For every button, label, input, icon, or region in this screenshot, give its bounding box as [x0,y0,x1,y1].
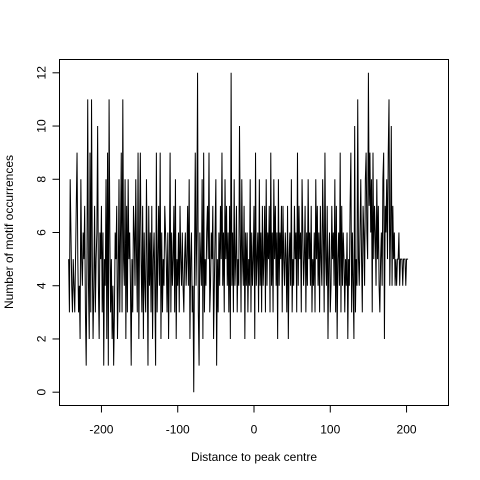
x-tick-label: -100 [166,423,190,437]
series-group [68,72,409,393]
y-axis-label: Number of motif occurrences [2,155,16,309]
y-tick-label: 4 [35,282,49,289]
series-line [68,72,409,393]
y-tick-label: 8 [35,176,49,183]
y-tick-label: 6 [35,229,49,236]
y-axis: 0 2 4 6 8 10 12 [35,66,60,396]
x-tick-label: -200 [89,423,113,437]
y-tick-label: 2 [35,335,49,342]
x-axis: -200 -100 0 100 200 [89,405,417,437]
x-tick-label: 200 [397,423,417,437]
x-tick-label: 0 [251,423,258,437]
y-tick-label: 10 [35,119,49,133]
x-tick-label: 100 [320,423,340,437]
x-axis-label: Distance to peak centre [191,450,317,464]
y-tick-label: 0 [35,389,49,396]
y-tick-label: 12 [35,66,49,80]
